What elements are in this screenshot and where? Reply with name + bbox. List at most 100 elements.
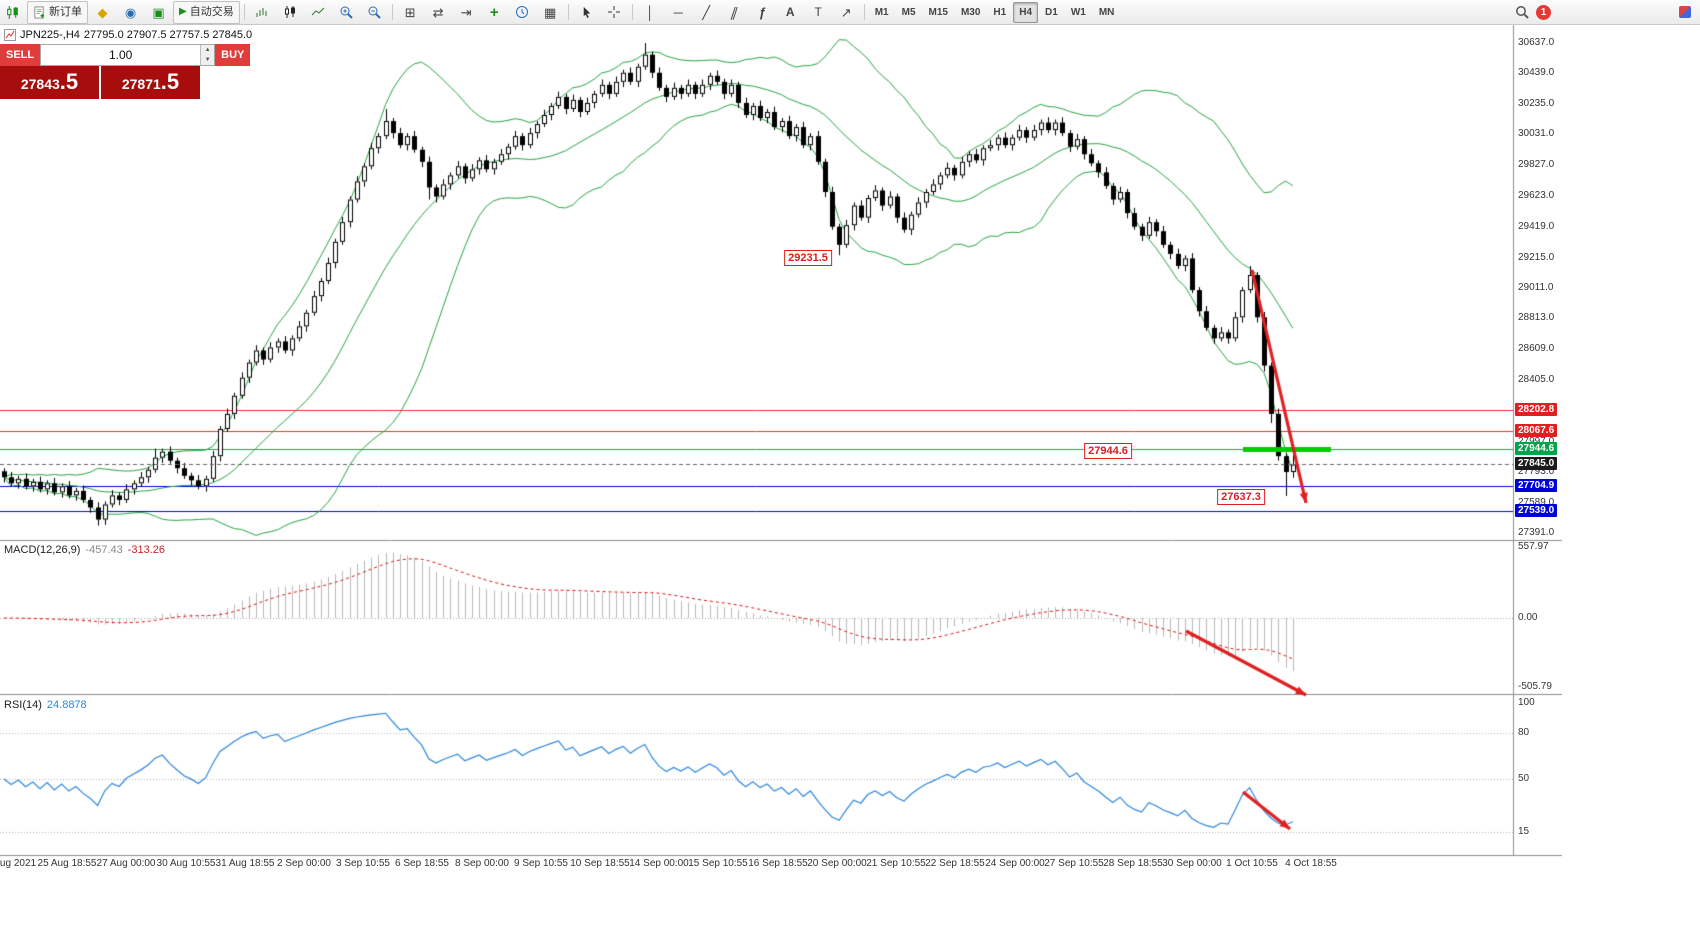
macd-value: -457.43 <box>85 544 123 556</box>
sell-price[interactable]: 27843.5 <box>0 66 99 99</box>
timeframe-d1[interactable]: D1 <box>1045 6 1058 18</box>
window-corner-icon[interactable] <box>1671 1 1698 24</box>
volume-field: ▲ ▼ <box>40 44 216 66</box>
timeframe-h4[interactable]: H4 <box>1013 1 1039 23</box>
chart-shift-icon[interactable]: ⇥ <box>460 4 472 20</box>
fibonacci-tool-icon[interactable]: ƒ <box>758 4 766 20</box>
time-axis-label: 2 Sep 00:00 <box>277 858 331 869</box>
candlestick-chart-icon[interactable] <box>0 1 26 24</box>
time-axis-label: 4 Oct 18:55 <box>1285 858 1337 869</box>
time-axis-label: 25 Aug 18:55 <box>37 858 97 869</box>
time-axis-label: 14 Sep 00:00 <box>629 858 689 869</box>
price-annotation[interactable]: 27944.6 <box>1084 443 1132 459</box>
timeframe-w1[interactable]: W1 <box>1070 6 1086 18</box>
toolbar-separator <box>567 4 569 20</box>
buy-button[interactable]: BUY <box>215 44 251 66</box>
search-icon[interactable] <box>1508 1 1535 24</box>
toolbar-separator <box>391 4 393 20</box>
line-chart-icon[interactable] <box>305 1 332 24</box>
auto-scroll-icon[interactable]: ⇄ <box>432 4 444 20</box>
new-order-label: 新订单 <box>49 5 82 18</box>
volume-down-button[interactable]: ▼ <box>201 55 215 65</box>
metaeditor-icon[interactable]: ◆ <box>97 4 108 20</box>
crosshair-icon[interactable] <box>601 1 628 24</box>
templates-icon[interactable]: ▦ <box>544 4 557 20</box>
time-axis-label: 6 Sep 18:55 <box>395 858 449 869</box>
add-indicator-icon[interactable]: + <box>489 3 499 21</box>
sell-button[interactable]: SELL <box>0 44 41 66</box>
price-axis-badge: 27944.6 <box>1515 442 1558 456</box>
autotrading-label: 自动交易 <box>189 5 234 18</box>
chart-mini-icon <box>4 29 16 41</box>
time-axis-label: 27 Sep 10:55 <box>1044 858 1104 869</box>
horizontal-line-tool-icon[interactable]: ─ <box>673 4 683 20</box>
text-label-tool-icon[interactable]: T <box>814 5 822 19</box>
periods-clock-icon[interactable] <box>509 1 536 24</box>
volume-input[interactable] <box>41 45 201 65</box>
sell-price-pip: .5 <box>59 69 79 94</box>
navigator-icon[interactable]: ▣ <box>152 4 165 20</box>
rsi-label: RSI(14) <box>4 699 42 711</box>
price-axis-badge: 28067.6 <box>1515 423 1558 437</box>
time-axis-label: 21 Sep 10:55 <box>866 858 926 869</box>
text-tool-icon[interactable]: A <box>785 5 795 19</box>
candles-view-icon[interactable] <box>277 1 304 24</box>
bar-chart-icon[interactable] <box>249 1 276 24</box>
channel-tool-icon[interactable]: ∥ <box>728 4 740 20</box>
price-axis-badge: 27539.0 <box>1515 503 1558 517</box>
zoom-out-icon[interactable] <box>361 1 388 24</box>
order-doc-icon <box>34 5 45 19</box>
time-axis-label: 24 Aug 2021 <box>0 858 37 869</box>
time-axis-label: 30 Aug 10:55 <box>156 858 216 869</box>
price-axis-label: 27589.0 <box>1518 497 1555 509</box>
volume-spinner: ▲ ▼ <box>200 45 215 65</box>
price-axis-label: 29623.0 <box>1518 190 1555 202</box>
new-order-button[interactable]: 新订单 <box>27 0 88 24</box>
main-toolbar: 新订单 ◆ ◉ ▣ ▶ 自动交易 ⊞ ⇄ ⇥ + ▦ <box>0 0 1700 25</box>
volume-up-button[interactable]: ▲ <box>201 45 215 55</box>
timeframe-h1[interactable]: H1 <box>993 6 1007 18</box>
price-axis-label: 28405.0 <box>1518 373 1555 385</box>
cursor-icon[interactable] <box>573 1 600 24</box>
price-axis-label: 28609.0 <box>1518 343 1555 355</box>
notifications-badge[interactable]: 1 <box>1536 4 1551 20</box>
macd-axis-label: 557.97 <box>1518 541 1549 552</box>
rsi-axis-label: 100 <box>1518 697 1535 708</box>
macd-axis-label: 0.00 <box>1518 612 1538 623</box>
price-axis-label: 29011.0 <box>1518 282 1554 294</box>
price-annotation[interactable]: 29231.5 <box>784 250 832 266</box>
timeframe-mn[interactable]: MN <box>1098 6 1115 18</box>
autotrading-button[interactable]: ▶ 自动交易 <box>173 0 240 24</box>
zoom-in-icon[interactable] <box>333 1 360 24</box>
buy-price[interactable]: 27871.5 <box>101 66 200 99</box>
price-axis-label: 29827.0 <box>1518 159 1555 171</box>
rsi-value: 24.8878 <box>46 699 87 711</box>
time-axis-label: 28 Sep 18:55 <box>1103 858 1163 869</box>
macd-signal-value: -313.26 <box>127 544 166 556</box>
macd-label: MACD(12,26,9) <box>4 544 81 556</box>
time-axis-label: 22 Sep 18:55 <box>925 858 985 869</box>
trendline-tool-icon[interactable]: ╱ <box>702 4 711 20</box>
price-axis-label: 30031.0 <box>1518 128 1555 140</box>
timeframe-m1[interactable]: M1 <box>874 6 889 18</box>
price-annotation[interactable]: 27637.3 <box>1217 489 1265 505</box>
rsi-axis-label: 15 <box>1518 826 1530 838</box>
timeframe-m15[interactable]: M15 <box>928 6 948 18</box>
time-axis-label: 15 Sep 10:55 <box>688 858 748 869</box>
timeframe-m30[interactable]: M30 <box>960 6 981 18</box>
rsi-header: RSI(14) 24.8878 <box>4 699 87 711</box>
price-axis-label: 27391.0 <box>1518 526 1555 538</box>
tile-windows-icon[interactable]: ⊞ <box>404 4 416 20</box>
price-axis-badge: 28202.8 <box>1515 403 1558 417</box>
price-axis-badge: 27704.9 <box>1515 478 1558 492</box>
macd-header: MACD(12,26,9) -457.43 -313.26 <box>4 544 165 556</box>
ohlc-readout: 27795.0 27907.5 27757.5 27845.0 <box>83 29 253 41</box>
time-axis-label: 8 Sep 00:00 <box>455 858 509 869</box>
rsi-axis-label: 80 <box>1518 727 1530 739</box>
market-watch-icon[interactable]: ◉ <box>124 4 137 20</box>
time-axis-label: 31 Aug 18:55 <box>215 858 275 869</box>
timeframe-m5[interactable]: M5 <box>901 6 916 18</box>
vertical-line-tool-icon[interactable]: │ <box>646 4 655 20</box>
arrows-tool-icon[interactable]: ↗ <box>840 4 852 20</box>
